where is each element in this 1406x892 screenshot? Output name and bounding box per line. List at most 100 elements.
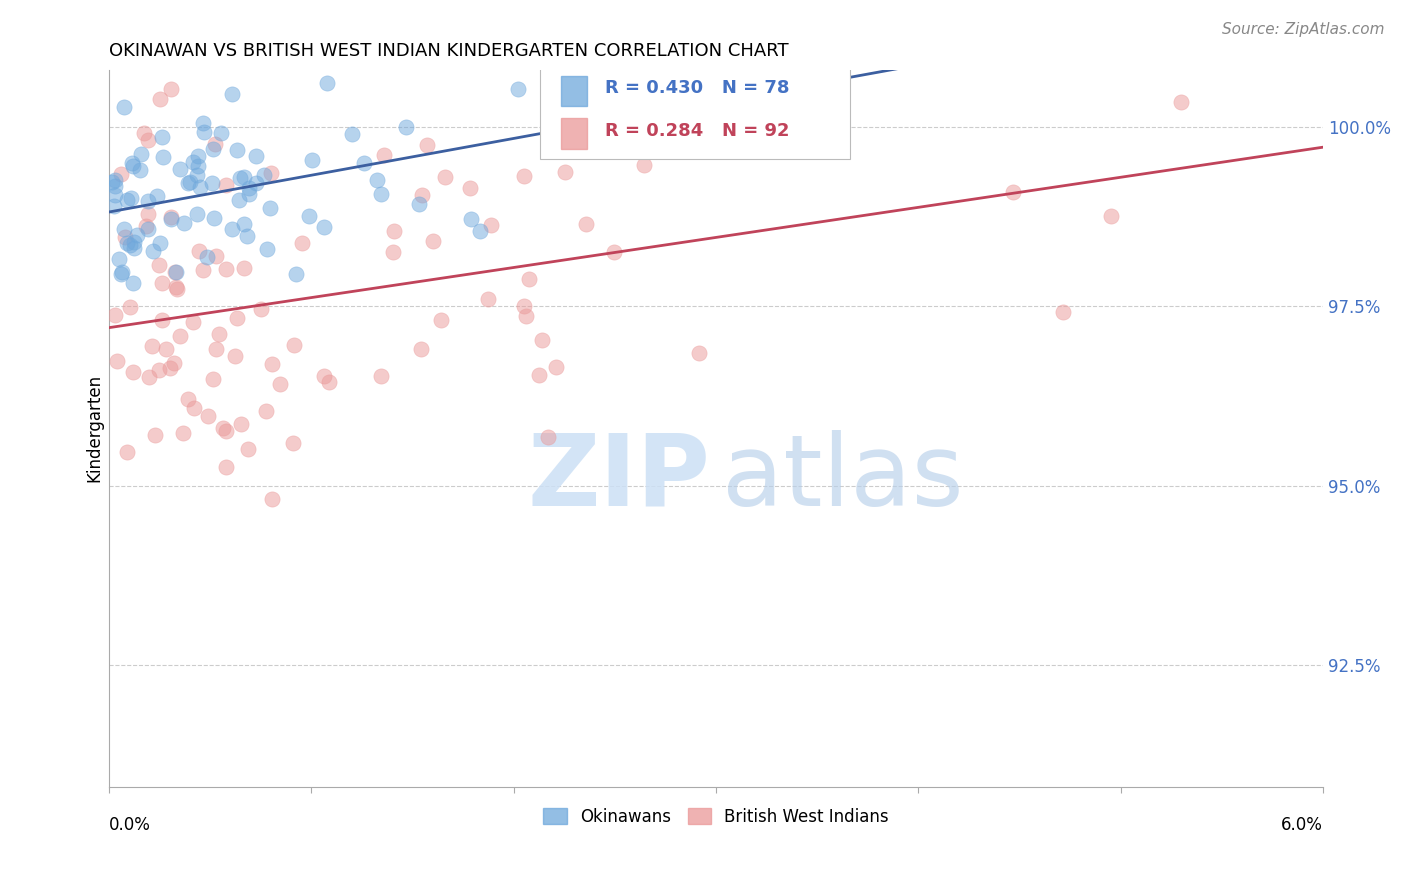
Point bbox=[122, 365, 145, 379]
FancyBboxPatch shape bbox=[561, 119, 588, 149]
Point bbox=[537, 429, 560, 443]
Point bbox=[1001, 185, 1024, 199]
Point bbox=[205, 342, 228, 356]
Point bbox=[135, 219, 157, 233]
Point bbox=[366, 173, 388, 187]
Point bbox=[104, 179, 127, 194]
Point bbox=[394, 120, 416, 134]
Point bbox=[517, 272, 540, 286]
Point bbox=[232, 260, 254, 275]
Point bbox=[204, 137, 226, 152]
Point bbox=[232, 169, 254, 184]
Point bbox=[479, 218, 502, 232]
Point bbox=[112, 100, 135, 114]
Point bbox=[458, 181, 481, 195]
Point bbox=[143, 428, 166, 442]
Point bbox=[187, 159, 209, 173]
Point bbox=[546, 359, 568, 374]
Point bbox=[202, 372, 225, 386]
Point bbox=[114, 230, 136, 244]
Point bbox=[191, 116, 214, 130]
Text: atlas: atlas bbox=[723, 430, 963, 527]
Point bbox=[298, 209, 321, 223]
Point bbox=[128, 163, 150, 178]
Point bbox=[212, 420, 235, 434]
Point bbox=[416, 138, 439, 153]
Point bbox=[408, 196, 430, 211]
Point bbox=[169, 328, 191, 343]
Point bbox=[256, 243, 278, 257]
Point bbox=[529, 368, 551, 383]
Point bbox=[104, 188, 127, 202]
Point bbox=[202, 211, 225, 225]
Point bbox=[138, 370, 160, 384]
Point bbox=[145, 188, 167, 202]
Point bbox=[149, 92, 172, 106]
Point bbox=[201, 143, 224, 157]
Point bbox=[373, 148, 395, 162]
Point bbox=[283, 337, 305, 351]
Point bbox=[229, 417, 252, 432]
Point bbox=[136, 221, 159, 235]
Point bbox=[160, 212, 183, 227]
Point bbox=[118, 238, 141, 252]
Point bbox=[238, 181, 260, 195]
Point bbox=[530, 334, 553, 348]
Point bbox=[209, 127, 232, 141]
Point bbox=[104, 173, 127, 187]
Point bbox=[124, 235, 146, 250]
Point bbox=[430, 313, 453, 327]
Point bbox=[159, 361, 181, 376]
Point bbox=[513, 169, 536, 183]
Point bbox=[468, 224, 491, 238]
Point bbox=[725, 13, 748, 28]
Point bbox=[169, 162, 191, 177]
FancyBboxPatch shape bbox=[561, 77, 588, 106]
Point bbox=[208, 327, 231, 342]
Text: 6.0%: 6.0% bbox=[1281, 815, 1323, 834]
Legend: Okinawans, British West Indians: Okinawans, British West Indians bbox=[537, 801, 896, 832]
Point bbox=[226, 311, 249, 326]
Point bbox=[150, 313, 173, 327]
Point bbox=[602, 244, 624, 259]
Point bbox=[120, 300, 142, 314]
Point bbox=[149, 236, 172, 251]
Point bbox=[111, 265, 134, 279]
Point bbox=[115, 235, 138, 250]
Point bbox=[291, 235, 314, 250]
Point bbox=[226, 143, 249, 157]
Point bbox=[301, 153, 323, 168]
Point bbox=[205, 250, 228, 264]
Text: Source: ZipAtlas.com: Source: ZipAtlas.com bbox=[1222, 22, 1385, 37]
Point bbox=[340, 127, 363, 141]
Point bbox=[179, 175, 201, 189]
Point bbox=[245, 149, 267, 163]
Point bbox=[110, 167, 132, 181]
Point bbox=[150, 277, 173, 291]
Point bbox=[193, 263, 215, 277]
Point bbox=[236, 228, 259, 243]
Text: R = 0.284   N = 92: R = 0.284 N = 92 bbox=[606, 121, 790, 140]
Point bbox=[177, 177, 200, 191]
Point bbox=[108, 252, 131, 267]
Point bbox=[163, 356, 186, 370]
Point bbox=[515, 309, 537, 323]
Text: R = 0.430   N = 78: R = 0.430 N = 78 bbox=[606, 78, 790, 96]
Point bbox=[200, 177, 222, 191]
Point bbox=[132, 127, 155, 141]
Point bbox=[148, 258, 170, 272]
Point bbox=[188, 244, 211, 258]
Point bbox=[221, 87, 243, 101]
Point bbox=[105, 354, 128, 368]
Point bbox=[370, 369, 392, 384]
Point bbox=[136, 133, 159, 147]
Point bbox=[409, 343, 432, 357]
Point bbox=[1170, 95, 1192, 109]
Point bbox=[101, 176, 124, 190]
Point bbox=[187, 148, 209, 162]
Point bbox=[173, 217, 195, 231]
Point bbox=[215, 262, 238, 277]
Point bbox=[260, 357, 283, 371]
Point bbox=[121, 276, 143, 290]
Point bbox=[228, 193, 250, 207]
